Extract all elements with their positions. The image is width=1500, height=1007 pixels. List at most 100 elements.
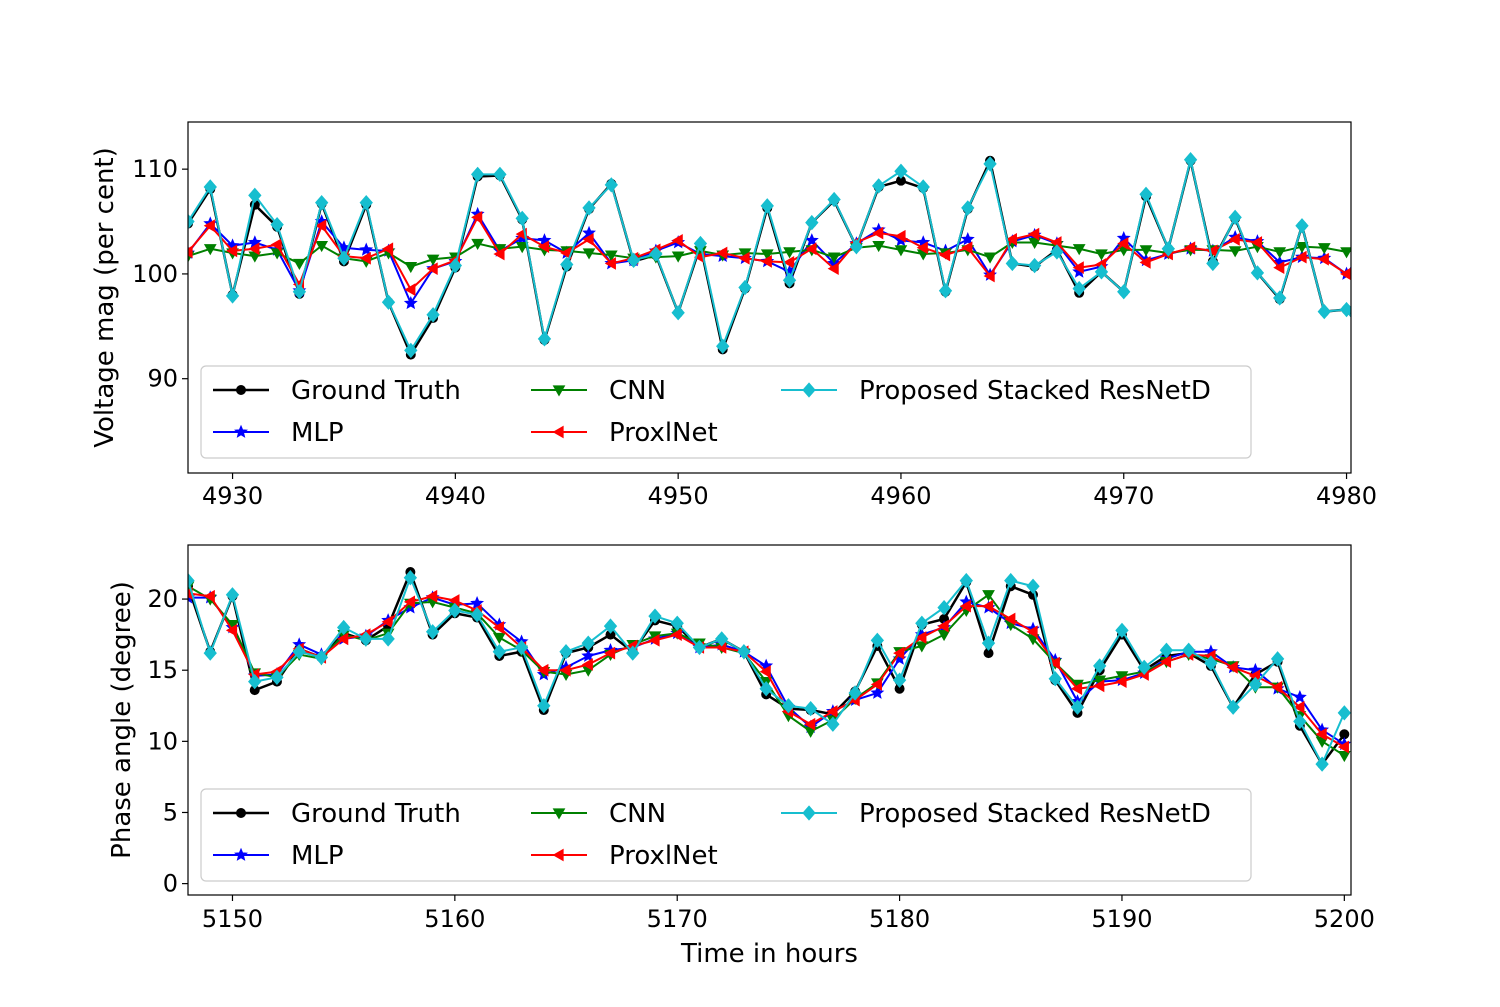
data-point [915,615,929,631]
data-point [1139,256,1151,269]
data-point [1204,655,1218,671]
data-point [716,246,728,260]
legend-label: Ground Truth [291,799,461,829]
data-point [938,283,953,299]
data-point [359,631,373,647]
data-point [670,628,682,641]
data-point [1270,651,1285,667]
legend-label: MLP [291,418,344,448]
data-point [1161,241,1175,257]
data-point [470,166,485,183]
data-point [1228,232,1240,246]
legend-marker [802,382,816,398]
data-point [626,252,641,268]
x-axis-label: Time in hours [680,939,858,969]
data-point [248,673,262,690]
legend-marker [236,808,246,818]
data-point [738,279,752,296]
data-point [872,226,884,240]
data-point [959,572,973,589]
data-point [1226,699,1240,715]
data-point [782,272,797,288]
data-point [648,633,660,647]
data-point [1004,612,1016,626]
data-point [1295,218,1309,234]
y-axis-label: Voltage mag (per cent) [90,147,120,448]
data-point [1072,280,1086,297]
y-axis-label: Phase angle (degree) [107,581,137,859]
data-point [1250,265,1265,281]
data-point [448,257,463,274]
data-point [381,615,393,629]
legend-label: Proposed Stacked ResNetD [859,799,1211,829]
plot-area [188,152,1375,360]
data-point [937,619,949,633]
data-point [1337,750,1351,763]
plot-area [188,567,1351,772]
data-point [1182,642,1196,658]
legend-marker [802,805,816,821]
data-point [382,242,394,256]
data-point [1364,335,1373,344]
data-point [404,261,418,274]
data-point [270,217,284,233]
data-point [872,178,886,194]
data-point [1363,335,1375,349]
data-point [1005,232,1017,246]
data-point [1094,264,1109,280]
data-point [203,645,217,661]
data-point [1115,675,1127,688]
data-point [603,646,616,660]
data-point [537,663,549,677]
data-point [870,685,885,699]
data-point [894,163,908,179]
y-tick-label: 110 [132,155,178,183]
y-tick-label: 15 [147,656,178,684]
data-point [226,244,238,258]
data-point [1159,642,1174,658]
data-point [515,210,529,227]
legend-label: Ground Truth [291,376,461,406]
data-point [1228,209,1242,226]
data-point [404,342,418,359]
x-tick-label: 4940 [425,482,486,510]
x-tick-label: 5190 [1091,905,1152,933]
data-point [737,644,751,660]
data-point [1273,290,1287,306]
data-point [248,242,260,256]
x-tick-label: 5160 [424,905,485,933]
data-point [826,705,838,718]
legend-label: ProxlNet [609,418,718,448]
data-point [225,587,240,603]
data-point [892,672,907,688]
data-point [626,645,640,661]
data-point [939,248,951,262]
legend-item: Proposed Stacked ResNetD [781,376,1211,406]
legend-marker [234,847,248,861]
data-point [359,251,371,265]
data-point [961,241,973,255]
x-tick-label: 5170 [647,905,708,933]
data-point [581,648,596,662]
legend-item: Ground Truth [213,376,461,406]
data-point [1139,245,1153,257]
data-point [559,663,571,677]
data-point [1184,241,1196,255]
data-point [1005,255,1020,272]
data-point [1070,699,1085,715]
data-point [1048,671,1062,687]
data-point [1093,658,1107,674]
y-tick-label: 0 [163,870,178,898]
data-point [293,258,306,270]
voltage-panel: 4930 4940 4950 4960 4970 4980 90 100 110 Voltage … [90,121,1377,510]
data-point [1139,186,1153,202]
legend-item: CNN [531,799,666,829]
data-point [692,639,707,656]
data-point [448,594,460,607]
y-tick-label: 20 [147,585,178,613]
data-point [738,251,750,265]
data-point [514,639,529,656]
y-tick-label: 5 [163,798,178,826]
legend: Ground Truth MLP CNN ProxlNet Proposed Stack… [200,788,1252,882]
data-point [937,630,951,642]
